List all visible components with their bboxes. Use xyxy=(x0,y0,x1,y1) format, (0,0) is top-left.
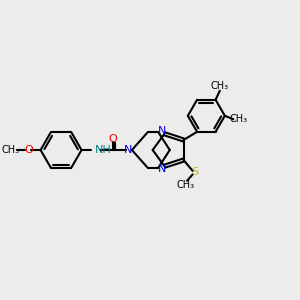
Text: CH₃: CH₃ xyxy=(176,180,195,190)
Text: N: N xyxy=(158,164,166,173)
Text: N: N xyxy=(124,145,133,155)
Text: N: N xyxy=(158,127,166,136)
Text: CH₃: CH₃ xyxy=(2,145,20,155)
Text: CH₃: CH₃ xyxy=(211,81,229,91)
Text: O: O xyxy=(24,145,33,155)
Text: O: O xyxy=(109,134,117,144)
Text: NH: NH xyxy=(95,145,112,155)
Text: CH₃: CH₃ xyxy=(230,114,247,124)
Text: S: S xyxy=(191,167,199,177)
